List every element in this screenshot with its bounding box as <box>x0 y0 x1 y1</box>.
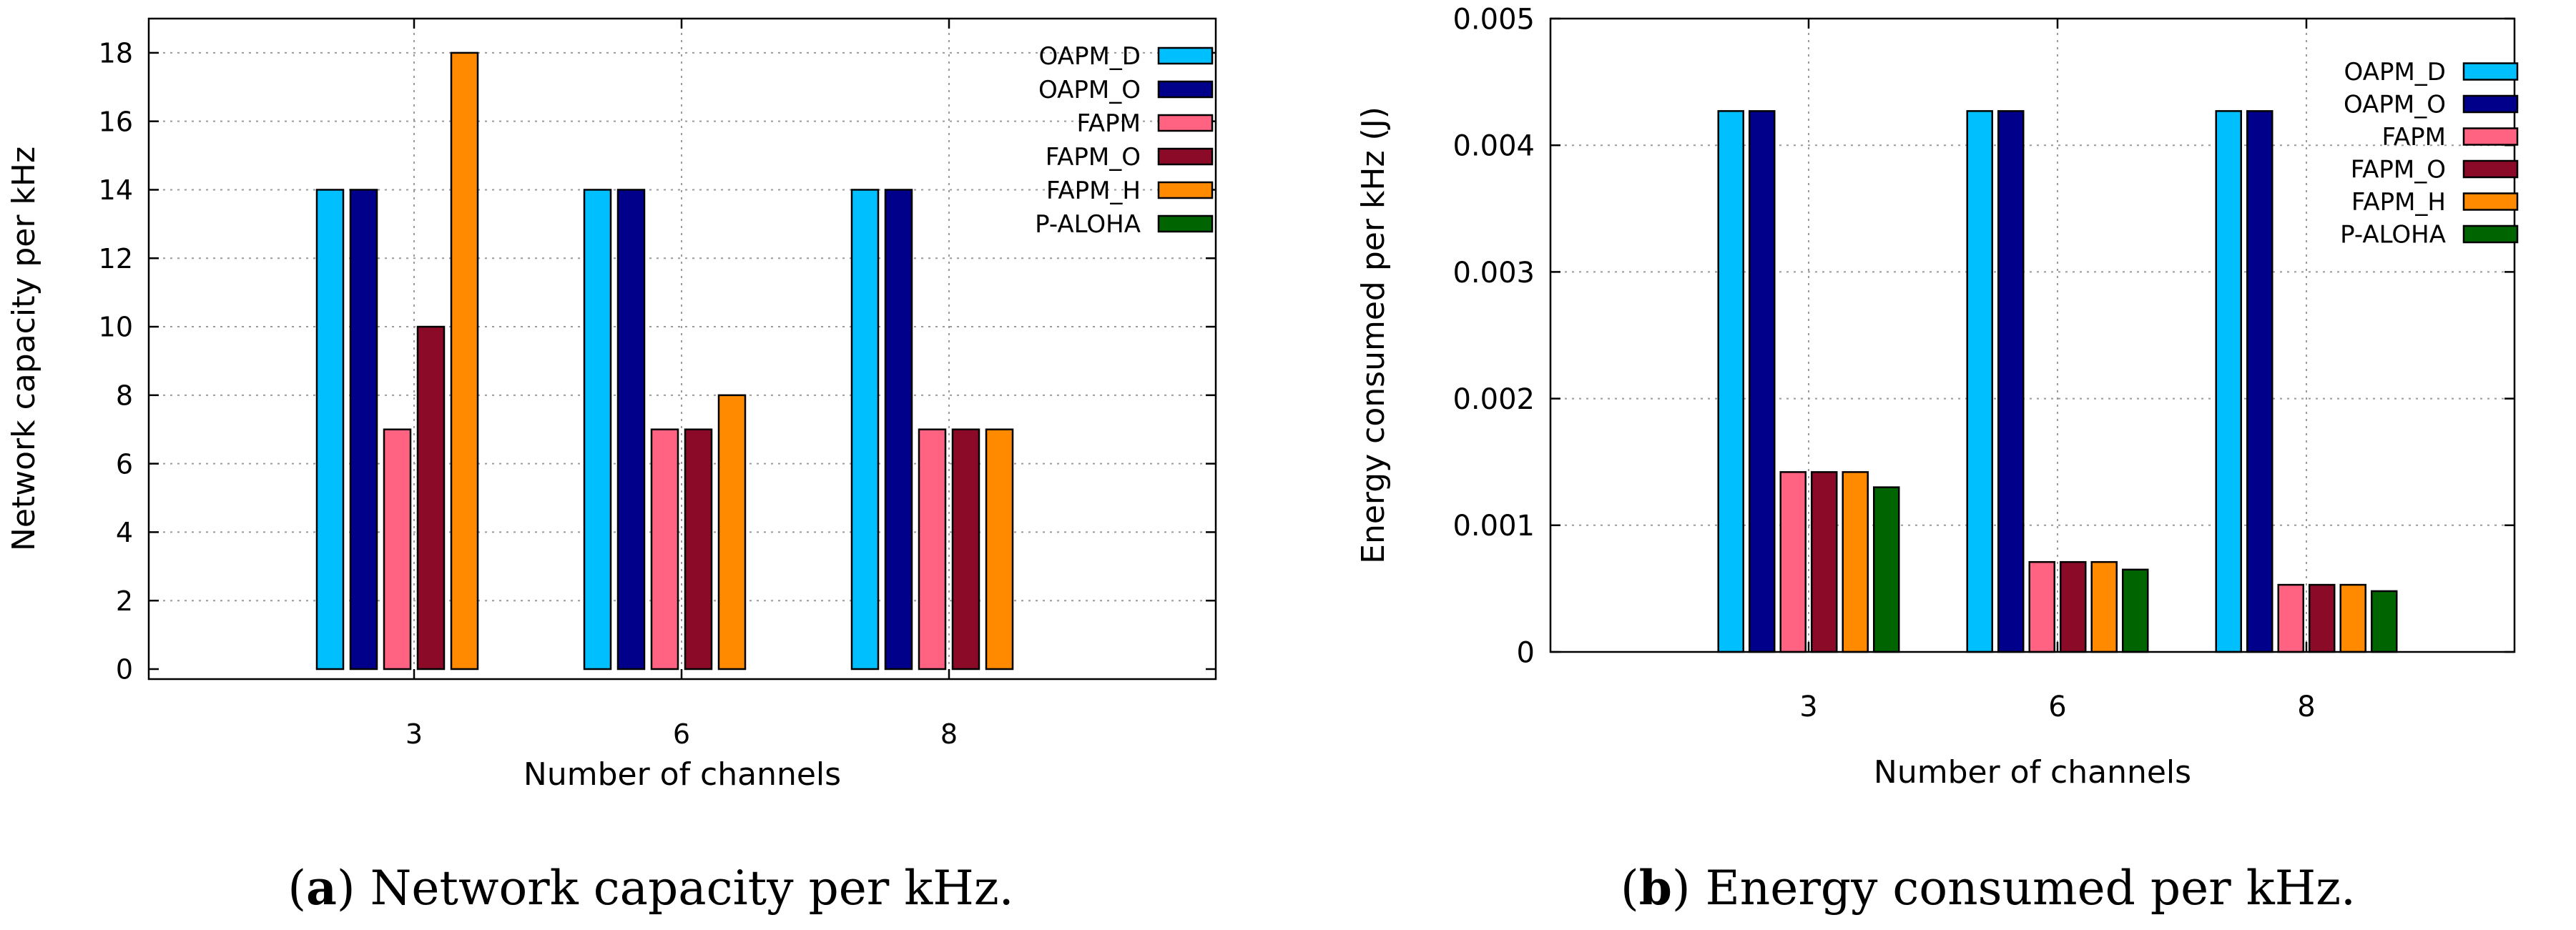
legend-label: P-ALOHA <box>1035 210 1141 239</box>
legend-swatch <box>1157 147 1214 166</box>
legend-label: FAPM_H <box>1046 177 1141 205</box>
bar <box>985 428 1014 671</box>
legend-swatch <box>2462 192 2519 211</box>
legend-label: FAPM_H <box>2351 188 2446 217</box>
bar <box>2215 110 2242 653</box>
bar <box>1779 471 1806 653</box>
bar <box>1873 486 1900 653</box>
legend-swatch <box>1157 80 1214 99</box>
y-tick-label: 0 <box>1517 636 1535 669</box>
caption-b-text: ) Energy consumed per kHz. <box>1672 861 2356 916</box>
plot-frame <box>1549 17 2516 653</box>
y-tick-label: 12 <box>99 243 133 274</box>
bar <box>383 428 412 671</box>
bar <box>951 428 980 671</box>
y-tick-label: 10 <box>99 312 133 343</box>
x-tick-label: 8 <box>2297 691 2315 723</box>
bar <box>2090 560 2118 653</box>
y-axis-title: Energy consumed per kHz (J) <box>1355 107 1392 564</box>
y-tick-label: 16 <box>99 106 133 137</box>
caption-a-text: ) Network capacity per kHz. <box>337 861 1014 916</box>
legend-swatch <box>2462 94 2519 114</box>
legend-swatch <box>2462 159 2519 179</box>
y-tick-label: 0.002 <box>1452 383 1535 416</box>
bar <box>2309 583 2336 653</box>
chart-a-network-capacity: 0 2 4 6 8 10 12 14 16 18 3 6 8 Number of channels Netw… <box>6 17 1217 793</box>
legend-label: FAPM <box>1076 109 1141 138</box>
caption-b-label: b <box>1639 860 1672 916</box>
legend-swatch <box>2462 224 2519 244</box>
legend-label: OAPM_O <box>2344 91 2446 119</box>
bar <box>450 51 479 671</box>
y-tick-label: 4 <box>116 517 133 548</box>
legend-label: OAPM_O <box>1038 76 1141 104</box>
y-tick-label: 18 <box>99 38 133 69</box>
bar <box>1842 471 1869 653</box>
caption-b: (b) Energy consumed per kHz. <box>1621 860 2356 916</box>
bar <box>2246 110 2273 653</box>
bar <box>2122 568 2149 653</box>
legend-swatch <box>2462 62 2519 81</box>
y-tick-label: 0.005 <box>1452 3 1535 36</box>
x-axis-title: Number of channels <box>523 756 841 793</box>
y-tick-label: 6 <box>116 448 133 480</box>
bar <box>1966 110 1993 653</box>
legend-swatch <box>1157 214 1214 233</box>
chart-b-energy-consumed: 0 0.001 0.002 0.003 0.004 0.005 3 6 8 Number of c… <box>1355 3 2519 791</box>
legend-label: FAPM_O <box>1046 143 1141 172</box>
x-axis-title: Number of channels <box>1874 754 2191 791</box>
legend-swatch <box>1157 181 1214 199</box>
bar <box>1749 110 1776 653</box>
bar <box>616 189 646 671</box>
bar <box>2060 560 2087 653</box>
bar <box>1811 471 1838 653</box>
legend-label: P-ALOHA <box>2340 221 2446 249</box>
y-tick-label: 0.001 <box>1452 510 1535 543</box>
y-tick-label: 0 <box>116 654 133 686</box>
bar <box>717 394 747 671</box>
x-tick-label: 3 <box>405 718 423 750</box>
bar <box>2028 560 2055 653</box>
bar <box>2339 583 2366 653</box>
bar <box>2277 583 2304 653</box>
bar <box>315 189 345 671</box>
legend-label: OAPM_D <box>1039 42 1141 71</box>
bar <box>583 189 612 671</box>
legend-label: FAPM <box>2381 123 2446 152</box>
y-axis-title: Network capacity per kHz <box>6 147 42 551</box>
y-tick-label: 14 <box>99 174 133 206</box>
bar <box>1717 110 1744 653</box>
legend-label: FAPM_O <box>2351 156 2446 184</box>
bar <box>416 325 446 671</box>
bar <box>850 189 880 671</box>
bar <box>349 189 378 671</box>
y-tick-label: 8 <box>116 380 133 412</box>
y-tick-label: 0.004 <box>1452 130 1535 163</box>
x-tick-label: 8 <box>940 718 958 750</box>
x-tick-label: 3 <box>1799 691 1817 723</box>
caption-a-label: a <box>306 860 337 916</box>
x-tick-label: 6 <box>2048 691 2066 723</box>
legend-swatch <box>1157 46 1214 65</box>
bar <box>918 428 947 671</box>
legend-label: OAPM_D <box>2344 58 2446 86</box>
bar <box>2371 590 2398 653</box>
legend-swatch <box>1157 114 1214 132</box>
bar <box>650 428 679 671</box>
bar <box>884 189 913 671</box>
x-tick-label: 6 <box>673 718 690 750</box>
y-tick-label: 0.003 <box>1452 257 1535 290</box>
y-tick-label: 2 <box>116 585 133 617</box>
bar <box>684 428 713 671</box>
legend-swatch <box>2462 127 2519 146</box>
caption-a: (a) Network capacity per kHz. <box>287 860 1013 916</box>
bar <box>1997 110 2025 653</box>
